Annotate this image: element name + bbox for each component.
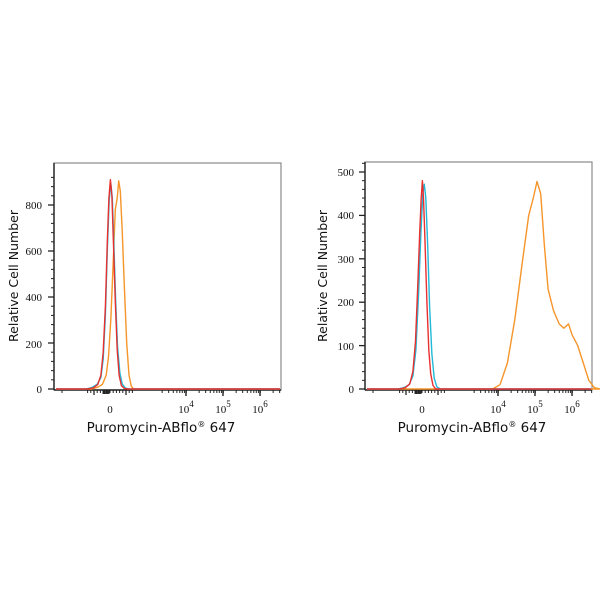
right-xtick-1e4: 104 (490, 399, 506, 416)
left-curves (56, 179, 280, 390)
right-xtick-1e6: 106 (564, 399, 580, 416)
right-ytick-500: 500 (338, 167, 355, 179)
left-plot-frame (53, 162, 282, 391)
histogram-curve-red (367, 180, 591, 390)
left-ytick-400: 400 (26, 292, 43, 304)
left-xtick-0: 0 (107, 404, 113, 416)
right-ytick-200: 200 (338, 297, 355, 309)
right-plot-frame (364, 161, 593, 391)
left-xtick-1e4: 104 (178, 399, 194, 416)
right-xtick-1e5: 105 (527, 399, 543, 416)
right-curves (367, 180, 600, 390)
histogram-curve-orange (367, 180, 600, 390)
right-x-axis-title: Puromycin-ABflo® 647 (398, 420, 547, 436)
histogram-curve-cyan (56, 182, 280, 390)
right-ytick-300: 300 (338, 254, 355, 266)
histogram-curve-red (56, 179, 280, 390)
histogram-curve-orange (56, 180, 280, 390)
left-ytick-600: 600 (26, 246, 43, 258)
left-x-axis-title: Puromycin-ABflo® 647 (87, 420, 236, 436)
right-y-axis-title: Relative Cell Number (315, 209, 330, 342)
left-y-ticks (48, 176, 54, 390)
left-x-ticks (61, 390, 281, 396)
right-chart: 0 100 200 300 400 500 0 104 105 106 Rela… (315, 161, 600, 436)
left-ytick-0: 0 (37, 384, 43, 396)
right-ytick-0: 0 (349, 384, 355, 396)
histogram-curve-cyan (367, 183, 591, 390)
left-y-axis-title: Relative Cell Number (6, 209, 21, 342)
left-ytick-800: 800 (26, 200, 43, 212)
right-xtick-0: 0 (419, 404, 425, 416)
right-x-ticks (372, 390, 593, 396)
right-ytick-100: 100 (338, 341, 355, 353)
left-ytick-200: 200 (26, 339, 43, 351)
right-y-ticks (359, 162, 365, 390)
right-ytick-400: 400 (338, 210, 355, 222)
left-xtick-1e6: 106 (252, 399, 268, 416)
left-chart: 0 200 400 600 800 0 104 105 106 Relative… (6, 162, 282, 436)
left-xtick-1e5: 105 (215, 399, 231, 416)
